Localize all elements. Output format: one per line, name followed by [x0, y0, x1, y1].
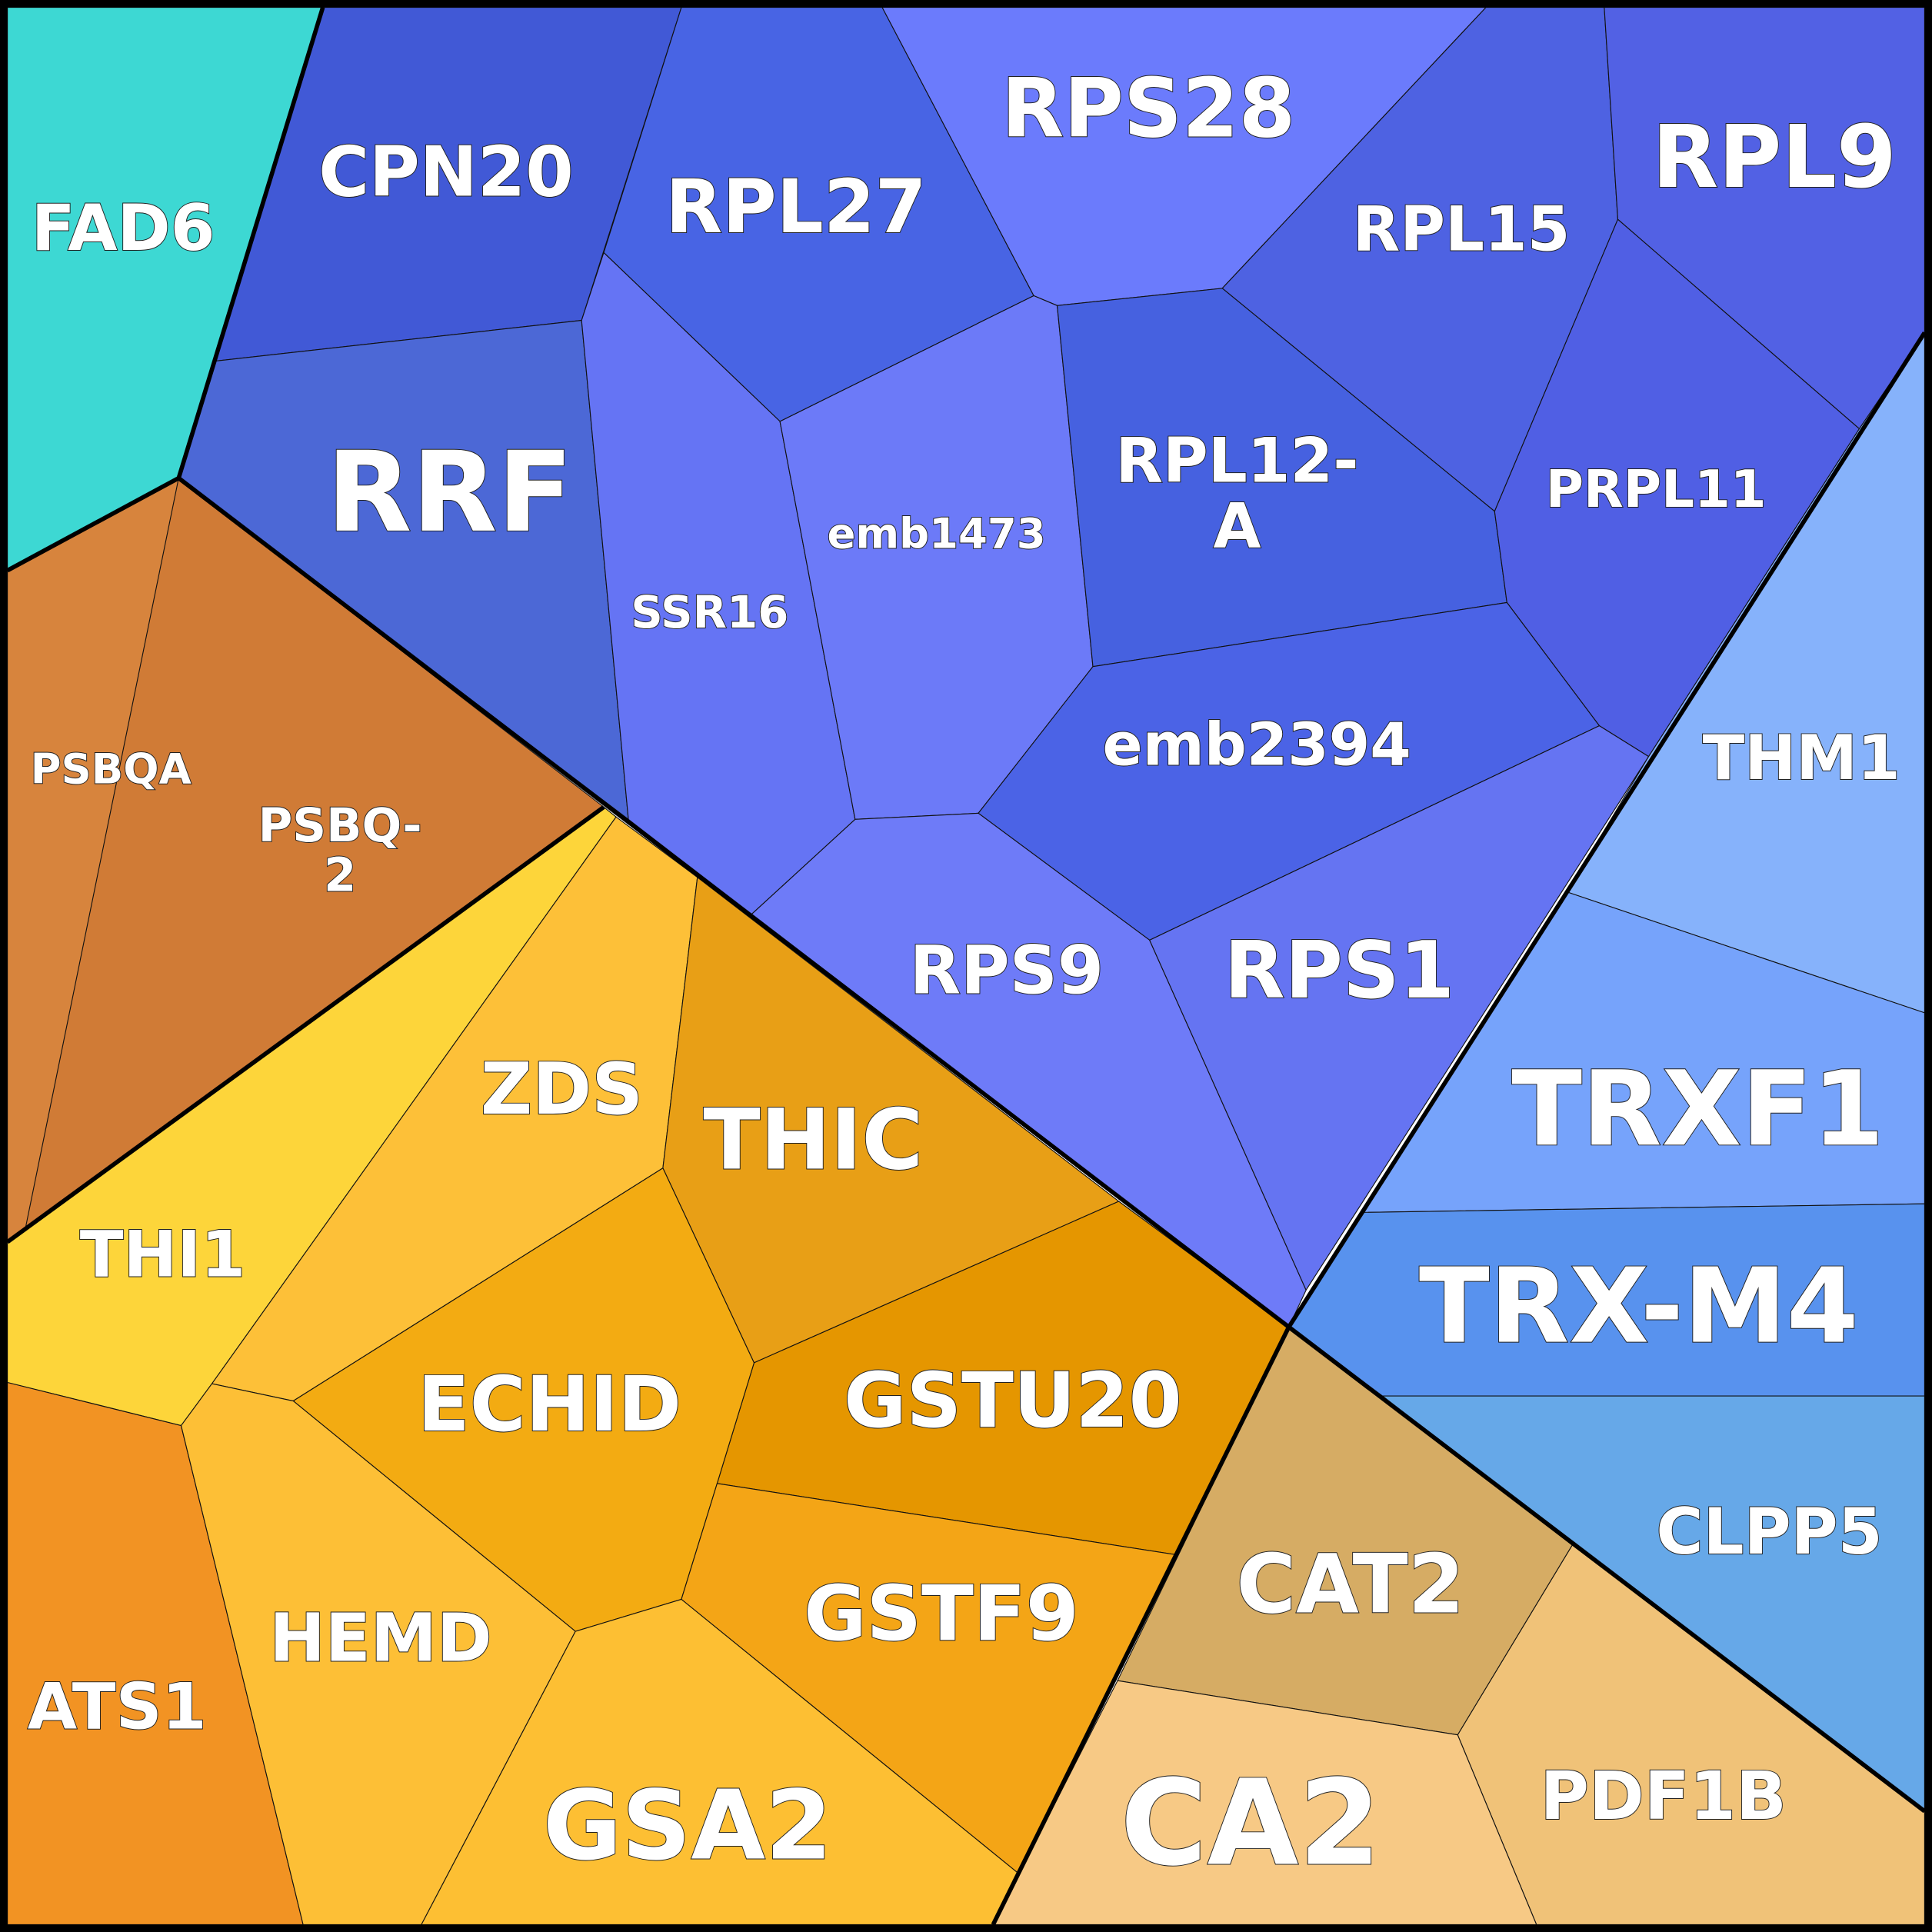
cell-label: PSBQA	[31, 744, 192, 794]
cell-label: PSBQ-2	[258, 798, 422, 903]
cell-label: ZDS	[481, 1048, 643, 1131]
cell-label: RRF	[326, 428, 573, 558]
cell-label: GSTU20	[844, 1357, 1182, 1445]
border	[5, 805, 605, 1244]
cell-label: CPN20	[318, 132, 573, 212]
cell-label: CAT2	[1236, 1537, 1464, 1632]
cell-label: RPS28	[1001, 61, 1295, 155]
cell-label: SSR16	[631, 586, 788, 638]
cell-label: THI1	[80, 1217, 245, 1291]
cell-label: TRXF1	[1511, 1048, 1884, 1169]
label-line: PSBQ-	[258, 798, 422, 853]
cell-label: RPL12-A	[1115, 425, 1358, 561]
cell-label: RPL15	[1353, 193, 1571, 265]
cell-label: ATS1	[28, 1669, 207, 1744]
label-line: 2	[324, 848, 356, 902]
cell-label: RPS9	[910, 932, 1104, 1009]
cell-label: TRX-M4	[1419, 1246, 1859, 1367]
cell-label: RPS1	[1224, 925, 1454, 1017]
cell-label: RPL27	[665, 164, 926, 250]
cell-label: CA2	[1121, 1755, 1381, 1893]
cell-label: HEMD	[269, 1601, 491, 1677]
label-line: RPL12-	[1115, 425, 1358, 496]
cell-label: emb1473	[827, 509, 1045, 558]
cell-label: emb2394	[1102, 711, 1411, 780]
label-line: A	[1213, 490, 1261, 561]
cell-label: THIC	[703, 1091, 923, 1188]
cell-label: GSA2	[543, 1770, 832, 1882]
cell-label: RPL9	[1652, 108, 1897, 208]
border	[177, 476, 1291, 1329]
border	[991, 1326, 1291, 1926]
cell-label: GSTF9	[804, 1570, 1079, 1658]
cell-label: PRPL11	[1546, 459, 1767, 519]
cell-label: THM1	[1703, 722, 1900, 794]
cell-label: CLPP5	[1656, 1494, 1882, 1569]
cell-label: PDF1B	[1541, 1758, 1787, 1835]
cell-label: FAD6	[32, 191, 215, 265]
cell-label: ECHID	[418, 1361, 681, 1449]
